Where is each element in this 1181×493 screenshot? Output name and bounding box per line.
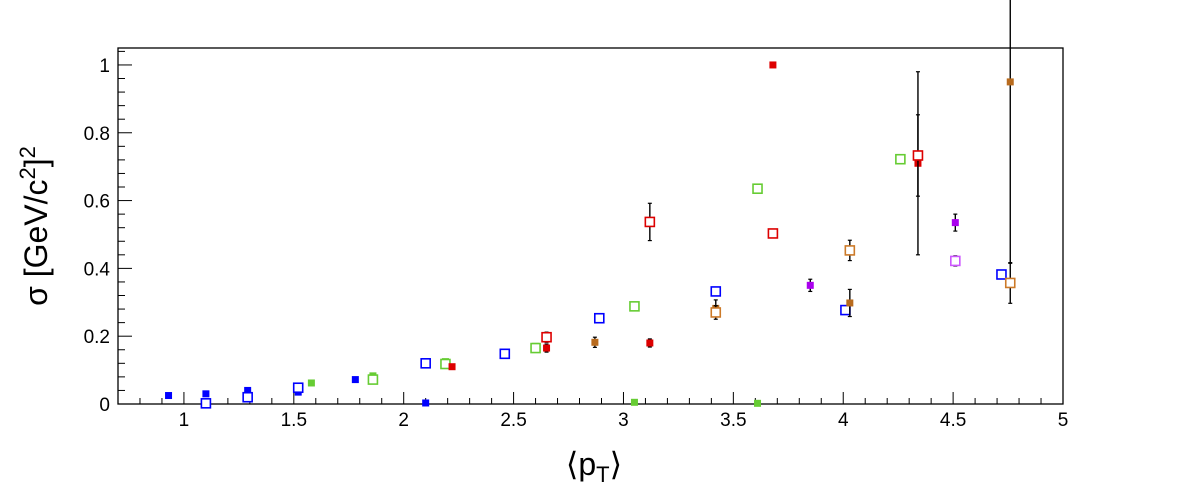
- y-tick-label: 1: [99, 56, 110, 77]
- data-point-open: [912, 150, 924, 161]
- data-point-open: [367, 374, 379, 385]
- x-tick-label: 2: [398, 410, 409, 431]
- data-point-open: [629, 301, 640, 312]
- y-tick-label: 0.8: [84, 124, 110, 145]
- y-axis-title: σ [GeV/c2]2: [15, 146, 54, 306]
- data-point-open: [541, 331, 552, 343]
- data-point-filled: [630, 398, 638, 406]
- data-point-open: [292, 382, 304, 394]
- data-point-filled: [351, 376, 359, 384]
- data-point-open: [767, 228, 779, 239]
- data-point-filled: [591, 338, 599, 346]
- x-tick-label: 4.5: [940, 410, 966, 431]
- x-axis-title: ⟨pT⟩: [566, 446, 622, 487]
- x-tick-label: 2.5: [500, 410, 526, 431]
- x-tick-label: 3.5: [720, 410, 746, 431]
- x-tick-label: 1.5: [281, 410, 307, 431]
- data-point-open: [895, 153, 906, 165]
- y-tick-label: 0: [99, 395, 110, 416]
- data-point-open: [593, 312, 605, 324]
- data-point-open: [644, 216, 656, 228]
- data-point-open: [950, 255, 961, 267]
- data-point-filled: [165, 392, 173, 400]
- data-point-filled: [543, 344, 551, 352]
- y-tick-label: 0.6: [84, 192, 110, 213]
- data-point-filled: [806, 281, 814, 289]
- plot-frame: [117, 47, 1064, 405]
- data-point-open: [200, 398, 212, 409]
- data-point-open: [844, 245, 856, 256]
- data-point-open: [996, 269, 1007, 280]
- y-tick-label: 0.2: [84, 327, 110, 348]
- x-axis-ticks: 1 1.5 2 2.5 3 3.5 4 4.5 5: [117, 392, 1069, 431]
- x-tick-label: 4: [838, 410, 849, 431]
- y-axis-ticks: 0 0.2 0.4 0.6 0.8 1: [84, 50, 132, 416]
- data-points: [165, 0, 1016, 409]
- y-tick-label: 0.4: [84, 259, 111, 280]
- data-point-filled: [448, 363, 456, 371]
- data-point-open: [242, 391, 253, 403]
- data-point-open: [530, 342, 541, 354]
- data-point-filled: [202, 390, 210, 398]
- data-point-open: [752, 183, 763, 195]
- data-point-open: [499, 348, 511, 360]
- x-tick-label: 3: [618, 410, 629, 431]
- x-tick-label: 1: [179, 410, 190, 431]
- data-point-filled: [646, 339, 654, 347]
- data-point-filled: [754, 399, 762, 407]
- data-point-open: [710, 307, 722, 318]
- data-point-open: [420, 358, 431, 369]
- data-point-filled: [769, 61, 777, 69]
- x-tick-label: 5: [1058, 410, 1069, 431]
- data-point-filled: [846, 299, 854, 307]
- data-point-open: [710, 286, 722, 297]
- data-point-open: [840, 304, 851, 316]
- data-point-filled: [307, 379, 315, 387]
- data-point-filled: [951, 219, 959, 227]
- data-point-filled: [244, 386, 252, 394]
- data-point-filled: [422, 399, 430, 407]
- data-point-filled: [1006, 78, 1014, 86]
- data-point-open: [1004, 277, 1016, 289]
